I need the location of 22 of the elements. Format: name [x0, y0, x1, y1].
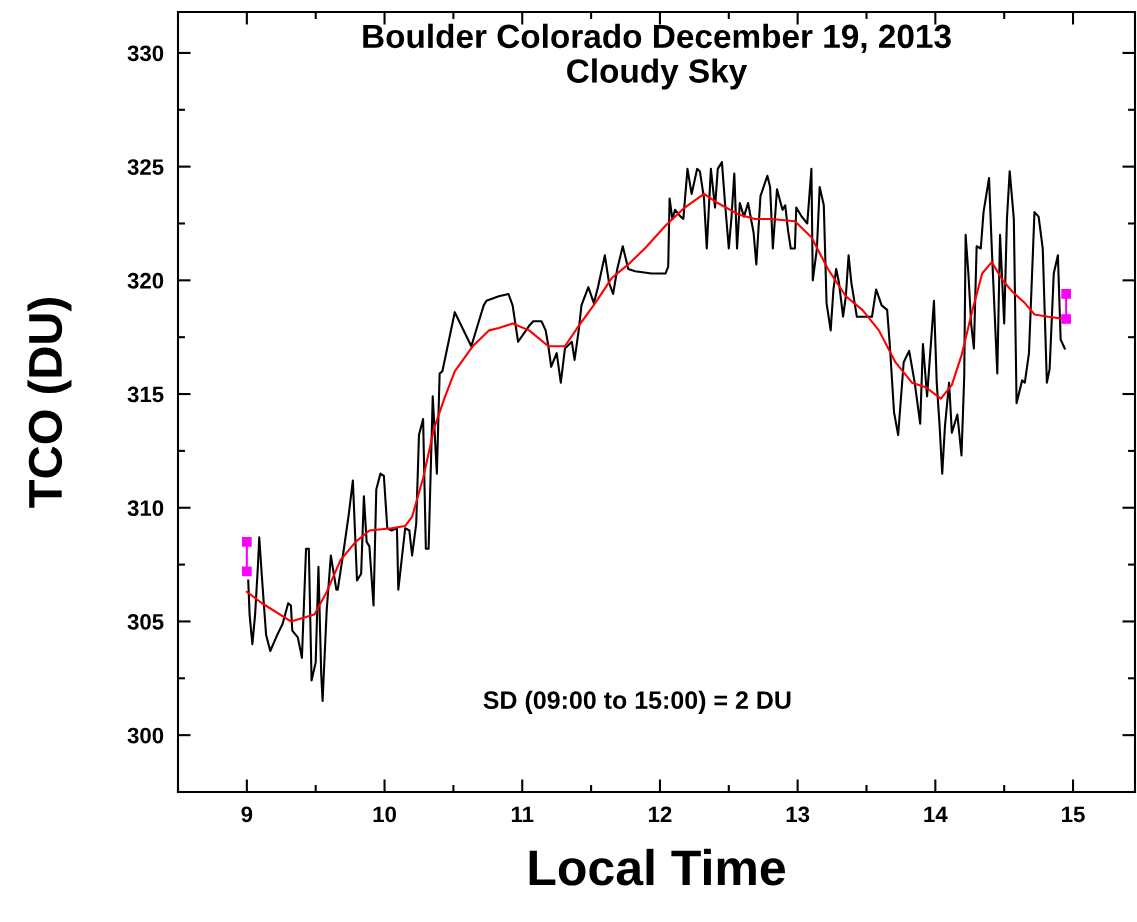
x-tick-label: 15: [1062, 806, 1085, 823]
x-tick-label: 11: [511, 806, 534, 822]
x-axis-title: Local Time: [529, 848, 785, 886]
point: [241, 536, 252, 547]
point: [1061, 289, 1072, 299]
x-tick-label: 14: [924, 806, 948, 822]
y-tick-label: 325: [127, 159, 164, 175]
y-axis-title: TCO (DU): [27, 298, 72, 508]
y-tick-label: 305: [127, 613, 164, 630]
x-tick-label: 10: [373, 806, 396, 823]
y-tick-label: 320: [127, 272, 164, 289]
y-tick-label: 330: [127, 45, 164, 62]
annotation: SD (09:00 to 15:00) = 2 DU: [483, 690, 791, 714]
y-tick-label: 315: [127, 386, 164, 403]
point: [241, 566, 252, 577]
y-tick-label: 300: [127, 727, 164, 744]
text: Boulder Colorado December 19, 2013 Cloudy Sky: [363, 23, 951, 90]
point: [1061, 314, 1072, 324]
x-tick-label: 12: [648, 806, 672, 822]
x-tick-label: 13: [786, 806, 810, 823]
x-tick-label: 9: [241, 806, 253, 823]
y-tick-label: 310: [127, 500, 164, 517]
